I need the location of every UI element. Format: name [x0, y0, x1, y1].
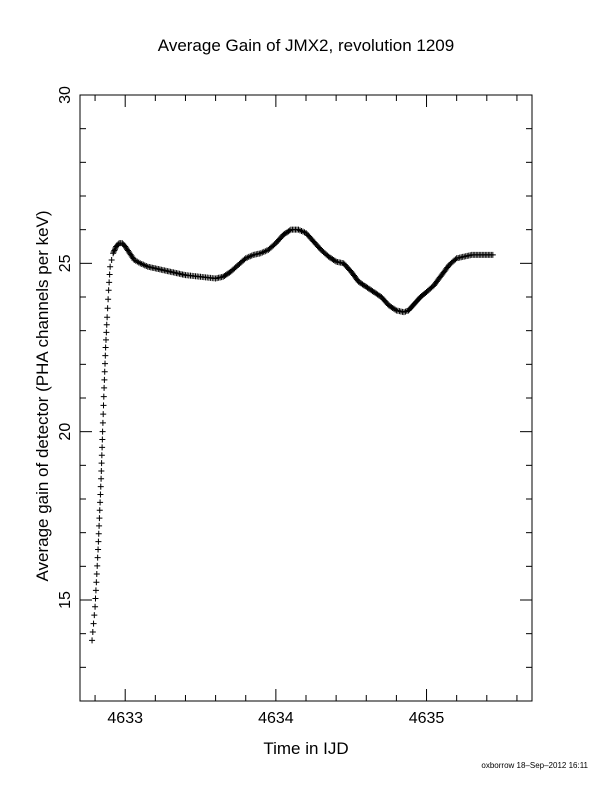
data-point — [97, 491, 104, 498]
data-point — [115, 241, 122, 248]
data-point — [392, 306, 399, 313]
data-point — [111, 246, 118, 253]
data-point — [106, 271, 113, 278]
data-point — [98, 460, 105, 467]
data-point — [99, 436, 106, 443]
data-point — [102, 336, 109, 343]
data-point — [103, 329, 110, 336]
data-point — [97, 499, 104, 506]
data-point — [91, 612, 98, 619]
data-point — [105, 287, 112, 294]
data-point — [98, 467, 105, 474]
data-point — [104, 314, 111, 321]
data-point — [97, 483, 104, 490]
data-point — [95, 538, 102, 545]
data-point — [104, 305, 111, 312]
data-point — [96, 507, 103, 514]
plot-frame — [79, 94, 533, 702]
data-point — [111, 247, 118, 254]
y-tick-label: 20 — [57, 423, 74, 441]
y-tick-label: 15 — [57, 591, 74, 609]
data-point — [331, 257, 338, 264]
x-axis-label: Time in IJD — [263, 739, 349, 758]
data-point — [102, 344, 109, 351]
data-point — [95, 546, 102, 553]
data-point — [90, 620, 97, 627]
data-point — [452, 256, 459, 263]
y-tick-label: 25 — [57, 254, 74, 272]
data-point — [101, 376, 108, 383]
data-point — [489, 251, 496, 258]
data-point — [98, 452, 105, 459]
x-tick-label: 4635 — [409, 710, 445, 727]
data-point — [102, 352, 109, 359]
data-point — [98, 475, 105, 482]
data-point — [110, 248, 117, 255]
data-point — [94, 562, 101, 569]
x-tick-label: 4634 — [258, 710, 294, 727]
data-point — [89, 637, 96, 644]
y-axis-label: Average gain of detector (PHA channels p… — [33, 210, 52, 582]
data-point — [102, 360, 109, 367]
data-point — [96, 522, 103, 529]
data-point — [96, 515, 103, 522]
data-point — [92, 603, 99, 610]
data-point — [99, 444, 106, 451]
data-point — [106, 279, 113, 286]
data-point — [100, 393, 107, 400]
data-point — [101, 368, 108, 375]
data-point — [110, 250, 117, 257]
data-point — [105, 296, 112, 303]
data-point — [92, 595, 99, 602]
data-point — [100, 402, 107, 409]
chart-title: Average Gain of JMX2, revolution 1209 — [157, 36, 455, 55]
data-point — [95, 530, 102, 537]
data-point — [99, 428, 106, 435]
data-point — [99, 419, 106, 426]
y-tick-label: 30 — [57, 86, 74, 104]
footer-stamp: oxborrow 18–Sep–2012 16:11 — [481, 761, 588, 770]
data-point — [108, 256, 115, 263]
data-point — [100, 411, 107, 418]
x-tick-label: 4633 — [107, 710, 143, 727]
data-point — [93, 571, 100, 578]
data-point — [92, 587, 99, 594]
data-point — [89, 628, 96, 635]
data-point — [103, 321, 110, 328]
data-point — [107, 263, 114, 270]
data-point — [101, 384, 108, 391]
data-point — [93, 579, 100, 586]
data-point — [286, 227, 293, 234]
data-point — [94, 554, 101, 561]
